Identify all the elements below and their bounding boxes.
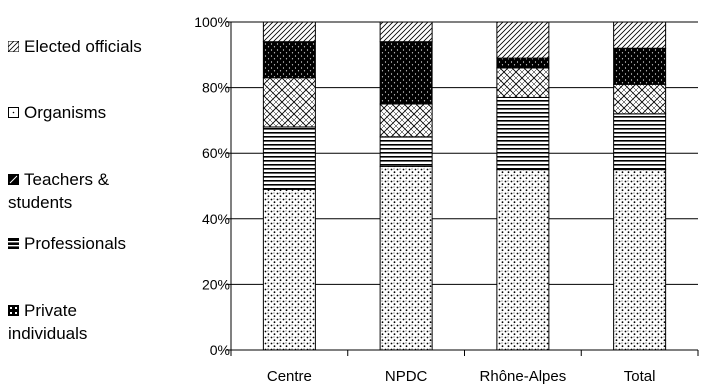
legend-label: Professionals <box>24 234 127 253</box>
x-category-label: NPDC <box>385 368 428 385</box>
axes <box>226 21 699 356</box>
axis-labels: 0% 20% 40% 60% 80% 100% Centre NPDC Rhône-Alpes T… <box>194 14 655 385</box>
legend-item: Teachers & students <box>8 168 158 214</box>
bar-segment <box>379 21 433 43</box>
bar-segment <box>613 83 667 115</box>
y-tick-label: 80% <box>202 80 230 96</box>
x-category-label: Total <box>624 368 656 385</box>
y-tick-label: 0% <box>210 342 230 358</box>
legend-item: Organisms <box>8 101 188 124</box>
y-tick-label: 60% <box>202 145 230 161</box>
bar-segment <box>496 67 550 98</box>
bar-segment <box>379 41 433 105</box>
y-tick-label: 100% <box>194 14 230 30</box>
bar-segment <box>613 169 667 351</box>
bar-segment <box>379 103 433 138</box>
legend-swatch-icon <box>8 232 19 249</box>
legend-label: Teachers & students <box>8 170 110 212</box>
legend-swatch-icon <box>8 299 19 316</box>
bar-segment <box>379 165 433 351</box>
bar-segment <box>262 41 316 79</box>
bars <box>262 21 667 351</box>
legend-swatch-icon <box>8 168 19 185</box>
bar-segment <box>613 113 667 171</box>
legend-label: Organisms <box>24 103 107 122</box>
bar-segment <box>262 126 316 190</box>
bar-segment <box>496 57 550 69</box>
x-category-label: Centre <box>267 368 312 385</box>
y-tick-label: 40% <box>202 211 230 227</box>
legend-label: Private individuals <box>8 301 88 343</box>
legend-item: Professionals <box>8 232 188 255</box>
x-category-label: Rhône-Alpes <box>480 368 567 385</box>
bar-segment <box>496 21 550 59</box>
bar-segment <box>262 188 316 351</box>
bar-segment <box>379 136 433 167</box>
bar-segment <box>496 96 550 171</box>
bar-segment <box>496 169 550 351</box>
legend-item: Elected officials <box>7 35 188 58</box>
legend-swatch-icon <box>8 101 19 118</box>
legend-label: Elected officials <box>24 37 142 56</box>
bar-segment <box>613 47 667 85</box>
legend-swatch-icon <box>7 35 20 53</box>
bar-segment <box>613 21 667 49</box>
bar-segment <box>262 77 316 128</box>
y-tick-label: 20% <box>202 276 230 292</box>
legend-item: Private individuals <box>8 299 158 345</box>
bar-segment <box>262 21 316 43</box>
